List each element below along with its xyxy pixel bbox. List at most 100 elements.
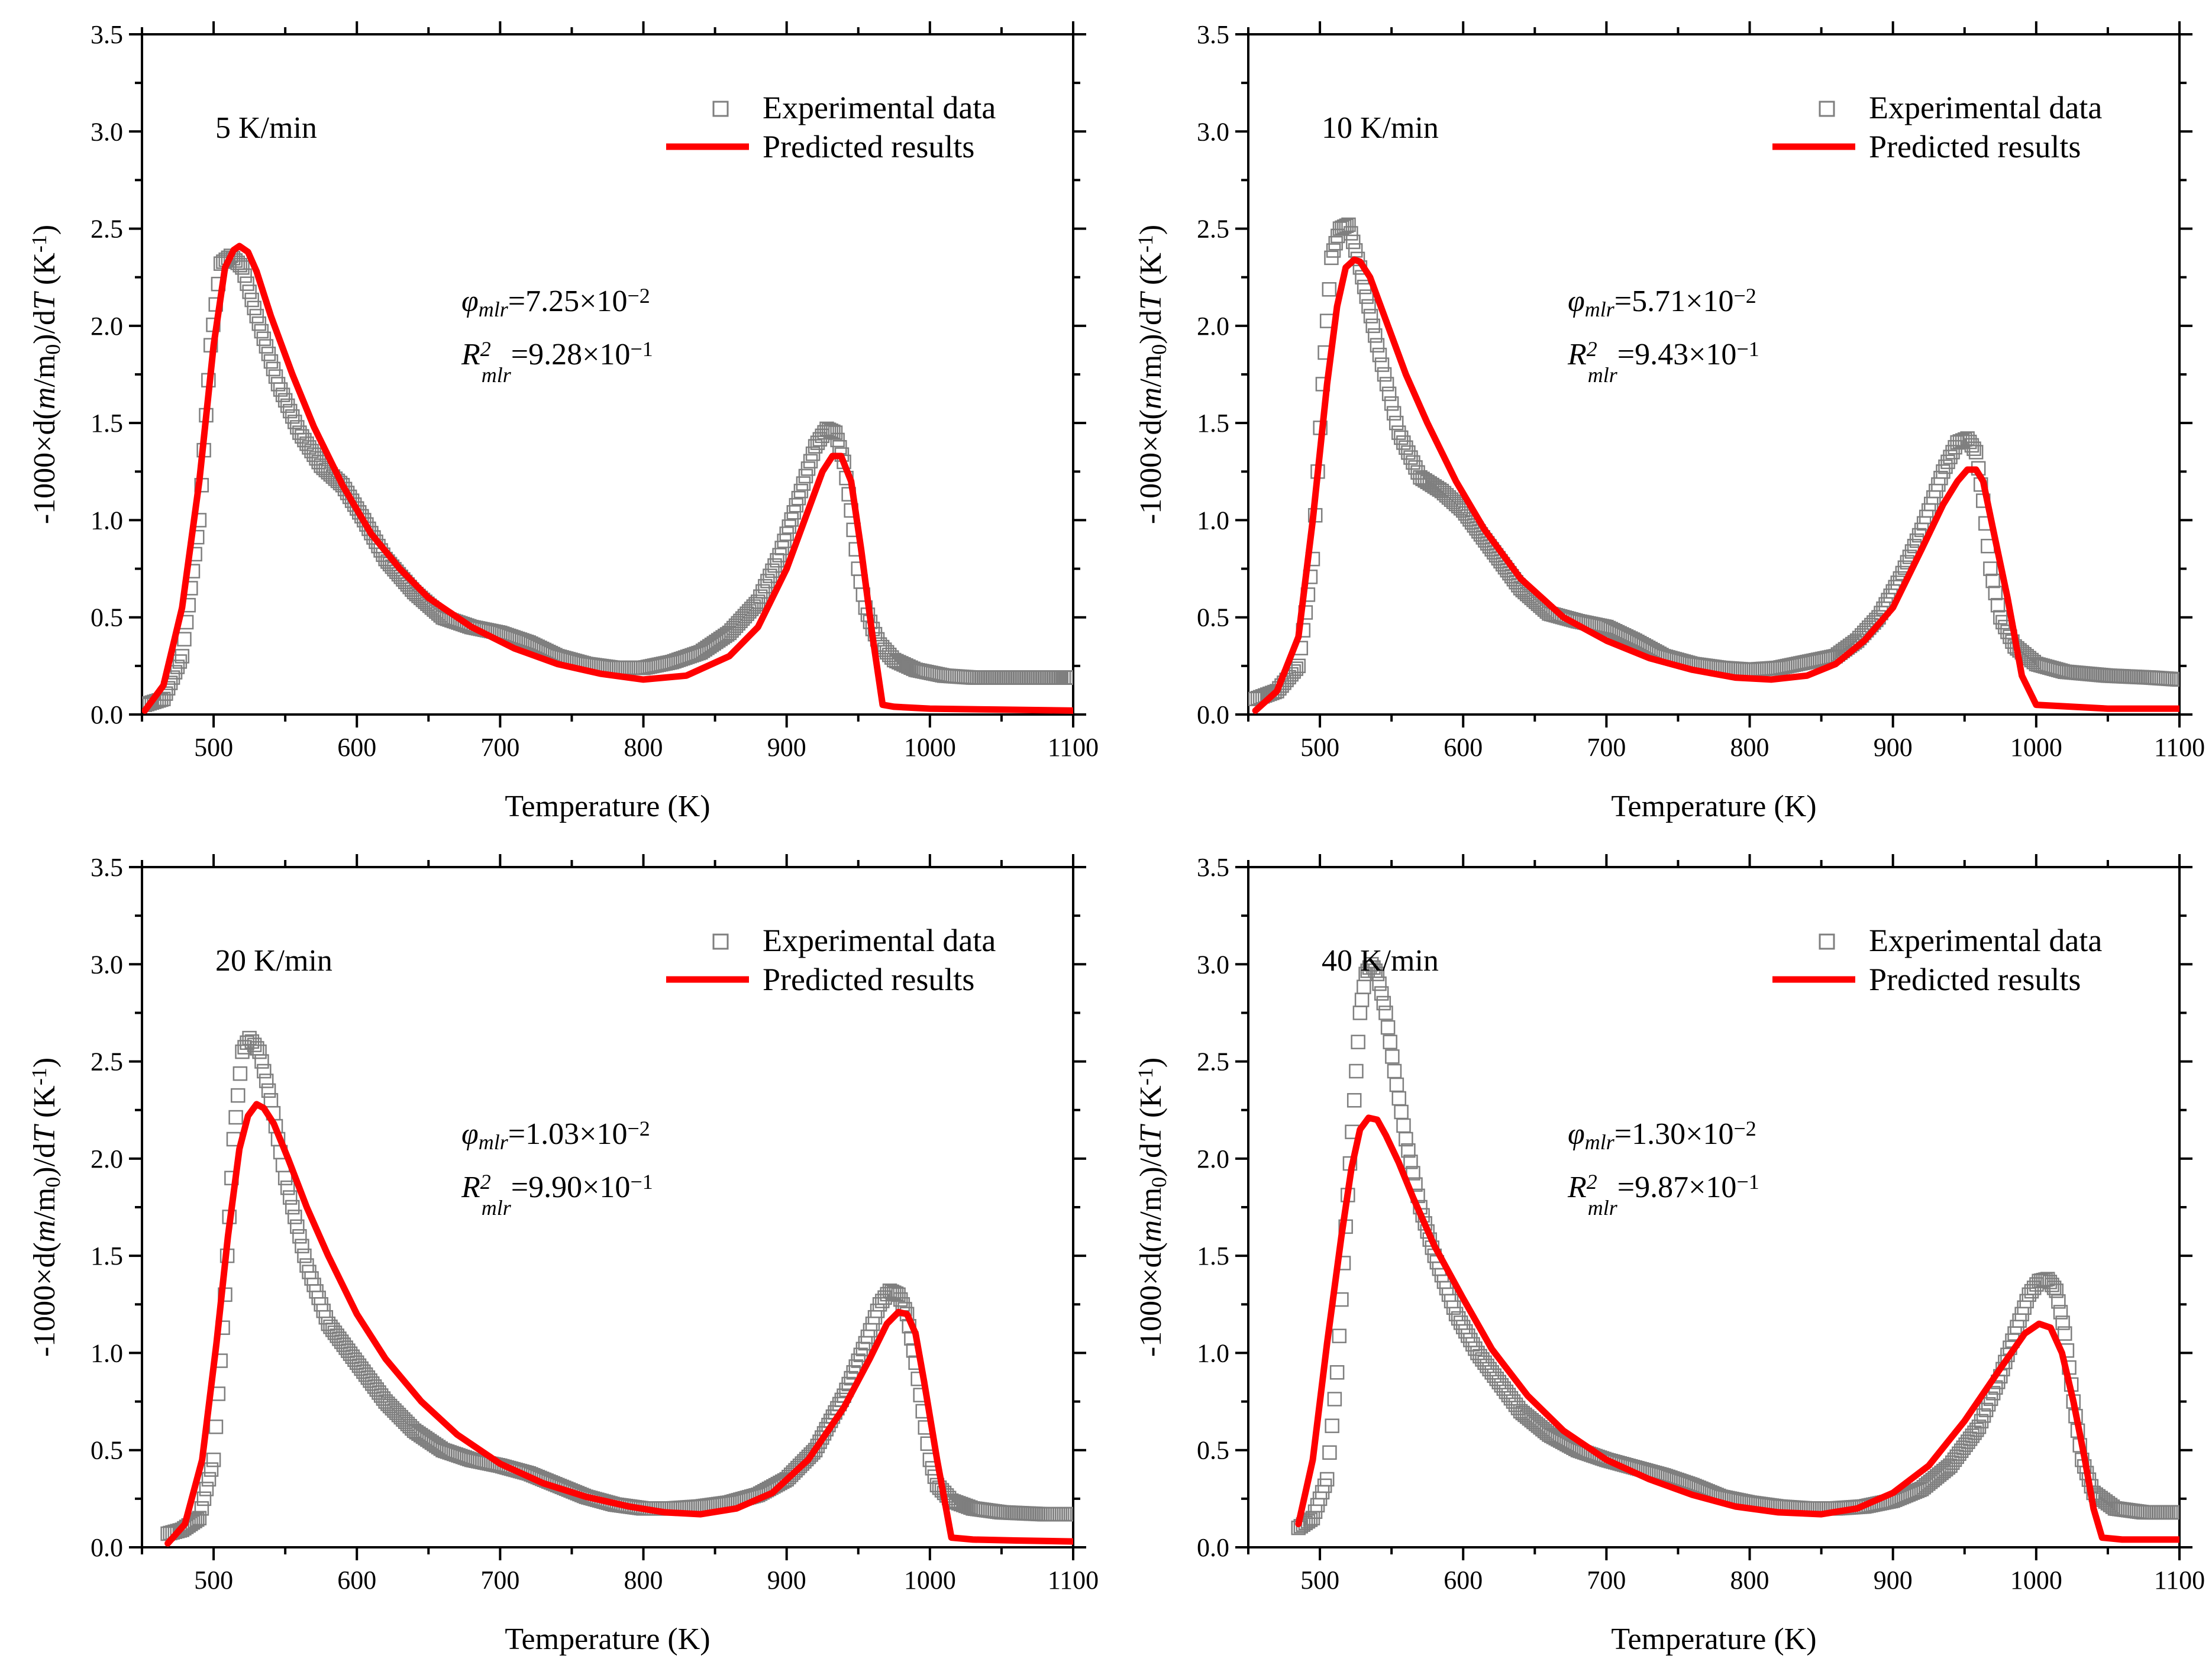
experimental-point bbox=[1326, 243, 1341, 258]
y-title-part: /m bbox=[28, 1188, 62, 1220]
y-title-part: 0 bbox=[41, 1177, 64, 1188]
y-title-part: T bbox=[1134, 291, 1168, 310]
y-title-part: 0 bbox=[1147, 1177, 1171, 1188]
y-tick-label: 2.5 bbox=[1197, 1048, 1229, 1076]
phi-symbol: φ bbox=[461, 284, 479, 318]
r2-exponent: −1 bbox=[1736, 1170, 1759, 1194]
y-title-part: 0 bbox=[41, 344, 64, 355]
experimental-point bbox=[1968, 445, 1984, 460]
experimental-point bbox=[800, 461, 816, 476]
y-title-part: m bbox=[1134, 1220, 1168, 1243]
experimental-point bbox=[1387, 1063, 1402, 1079]
experimental-point bbox=[232, 258, 247, 273]
experimental-point bbox=[172, 654, 188, 669]
experimental-point bbox=[1346, 234, 1361, 250]
y-title-part: m bbox=[1134, 387, 1168, 410]
experimental-point bbox=[1374, 986, 1389, 1001]
experimental-point bbox=[1385, 1049, 1400, 1064]
x-tick-label: 1000 bbox=[904, 1566, 956, 1595]
y-title-part: ) bbox=[1134, 225, 1168, 235]
y-tick-label: 0.5 bbox=[91, 603, 123, 632]
experimental-point bbox=[1370, 338, 1385, 353]
experimental-point bbox=[1966, 441, 1981, 456]
phi-subscript: mlr bbox=[1585, 298, 1615, 321]
x-tick-label: 900 bbox=[767, 1566, 806, 1595]
experimental-point bbox=[1945, 445, 1960, 460]
r2-symbol: R bbox=[1567, 338, 1587, 371]
heating-rate-label: 20 K/min bbox=[215, 944, 332, 978]
experimental-point bbox=[1983, 561, 1998, 576]
x-tick-label: 1100 bbox=[1048, 1566, 1099, 1595]
chart-10k: 500 600 700 800 900 1000 1100 0.0 0.5 1.0 1.5 2.0 2.… bbox=[1134, 20, 2205, 823]
r2-superscript: 2 bbox=[1587, 1170, 1597, 1194]
legend-experimental-marker bbox=[1819, 101, 1835, 117]
y-tick-label: 3.5 bbox=[91, 853, 123, 882]
experimental-point bbox=[1401, 445, 1416, 460]
experimental-point bbox=[805, 446, 821, 461]
experimental-point bbox=[189, 1512, 205, 1527]
x-tick-label: 700 bbox=[480, 733, 519, 762]
y-tick-label: 1.0 bbox=[91, 506, 123, 535]
experimental-point bbox=[1399, 440, 1413, 455]
phi-exponent: −2 bbox=[627, 284, 650, 308]
experimental-point bbox=[893, 1292, 908, 1307]
y-tick-label: 3.0 bbox=[91, 950, 123, 979]
x-tick-label: 500 bbox=[1300, 733, 1339, 762]
experimental-point bbox=[1383, 1034, 1397, 1049]
experimental-point bbox=[1389, 1077, 1404, 1092]
r2-exponent: −1 bbox=[630, 1170, 653, 1194]
experimental-point bbox=[1988, 586, 2003, 600]
experimental-point bbox=[1372, 976, 1387, 991]
experimental-point bbox=[1349, 1063, 1364, 1079]
experimental-point bbox=[828, 425, 843, 440]
x-tick-label: 600 bbox=[1444, 733, 1483, 762]
experimental-point bbox=[259, 1074, 274, 1088]
y-title-part: )/d bbox=[28, 1143, 62, 1177]
experimental-point bbox=[1339, 218, 1354, 233]
r2-subscript: mlr bbox=[482, 1196, 512, 1220]
experimental-point bbox=[2051, 1294, 2066, 1309]
legend-experimental-label: Experimental data bbox=[763, 923, 996, 958]
x-axis-title: Temperature (K) bbox=[505, 1622, 710, 1656]
experimental-point bbox=[275, 387, 290, 402]
experimental-point bbox=[177, 632, 192, 646]
r2-symbol: R bbox=[461, 1171, 480, 1204]
phi-exponent: −2 bbox=[627, 1117, 650, 1140]
phi-symbol: φ bbox=[1568, 1117, 1585, 1151]
chart-20k: 500 600 700 800 900 1000 1100 0.0 0.5 1.0 1.5 2.0 2.… bbox=[27, 853, 1099, 1656]
y-tick-label: 0.0 bbox=[91, 700, 123, 729]
phi-subscript: mlr bbox=[1585, 1130, 1615, 1154]
experimental-point bbox=[1361, 299, 1376, 314]
experimental-point bbox=[1978, 1402, 1994, 1418]
experimental-point bbox=[767, 558, 782, 573]
y-title-part: ) bbox=[1134, 1058, 1168, 1068]
experimental-point bbox=[1974, 1414, 1989, 1429]
experimental-point bbox=[1990, 597, 2006, 613]
x-tick-label: 1100 bbox=[2154, 1566, 2205, 1595]
experimental-point bbox=[1993, 610, 2008, 625]
y-tick-label: 2.0 bbox=[1197, 312, 1229, 341]
experimental-point bbox=[288, 1210, 302, 1224]
r2-superscript: 2 bbox=[480, 337, 491, 361]
experimental-point bbox=[1981, 1397, 1996, 1412]
experimental-point bbox=[793, 483, 809, 499]
legend-experimental-marker bbox=[1819, 933, 1835, 950]
experimental-point bbox=[240, 1035, 254, 1050]
phi-exponent: −2 bbox=[1733, 1117, 1756, 1140]
experimental-point bbox=[1341, 217, 1356, 232]
experimental-point bbox=[240, 276, 254, 291]
experimental-point bbox=[1985, 573, 2000, 589]
experimental-point bbox=[259, 339, 274, 354]
x-tick-label: 900 bbox=[1874, 1566, 1913, 1595]
r2-subscript: mlr bbox=[1588, 363, 1618, 387]
experimental-point bbox=[1391, 425, 1406, 440]
experimental-point bbox=[1334, 1292, 1349, 1307]
experimental-point bbox=[1365, 318, 1380, 334]
y-title-part: -1 bbox=[1134, 235, 1157, 253]
x-tick-label: 800 bbox=[624, 1566, 663, 1595]
x-tick-label: 1000 bbox=[904, 733, 956, 762]
y-title-part: (K bbox=[1134, 253, 1168, 293]
experimental-point bbox=[1328, 235, 1343, 251]
y-tick-label: 3.5 bbox=[91, 20, 123, 49]
plot-data bbox=[1291, 957, 2179, 1543]
